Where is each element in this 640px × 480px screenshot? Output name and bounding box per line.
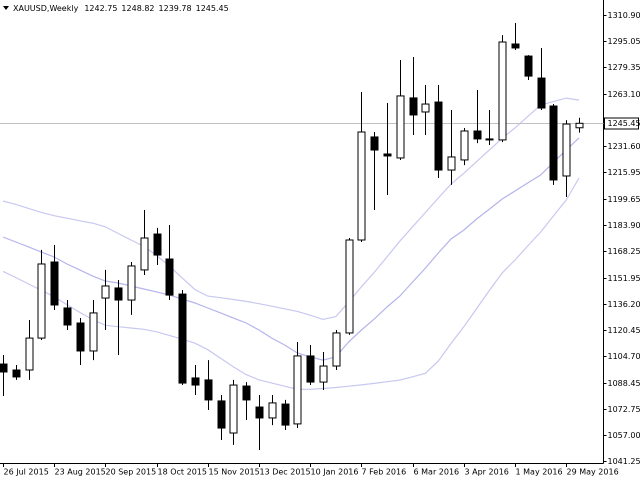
candle-body: [178, 293, 187, 384]
y-tick-label: 1057.00: [608, 431, 640, 440]
candle-body: [537, 77, 546, 109]
x-tick-label: 15 Nov 2015: [209, 468, 260, 477]
x-tick-label: 10 Jan 2016: [311, 468, 359, 477]
y-tick-label: 1231.60: [608, 142, 640, 151]
y-tick-label: 1104.70: [608, 352, 640, 361]
x-tick-label: 18 Oct 2015: [158, 468, 207, 477]
y-tick-label: 1295.05: [608, 37, 640, 46]
candle-body: [140, 237, 149, 271]
candle-body: [460, 130, 469, 161]
x-tick-label: 7 Feb 2016: [362, 468, 407, 477]
candle-body: [434, 101, 443, 171]
candle-body: [575, 122, 584, 129]
candle-body: [37, 263, 46, 339]
candle-body: [229, 384, 238, 434]
candle-body: [191, 377, 200, 386]
header-close: 1245.45: [196, 4, 229, 13]
candle-body: [153, 233, 162, 256]
candle-body: [242, 385, 251, 401]
x-tick-label: 20 Sep 2015: [106, 468, 157, 477]
y-tick-label: 1151.95: [608, 274, 640, 283]
candle-body: [114, 287, 123, 301]
last-price-box: [604, 117, 639, 130]
header-open: 1242.75: [84, 4, 117, 13]
y-tick-label: 1199.65: [608, 195, 640, 204]
band-line: [2, 97, 580, 321]
x-tick-label: 23 Aug 2015: [55, 468, 106, 477]
symbol: XAUUSD,Weekly: [13, 4, 79, 13]
candle-body: [101, 285, 110, 299]
candle-body: [127, 265, 136, 301]
candle-body: [268, 402, 277, 419]
candle-body: [370, 136, 379, 151]
collapse-icon[interactable]: [3, 6, 9, 10]
candle-body: [0, 363, 8, 373]
candle-body: [12, 369, 21, 378]
band-line: [2, 177, 580, 390]
candle-body: [549, 105, 558, 181]
candle-body: [421, 103, 430, 113]
candle-body: [498, 41, 507, 141]
candle-body: [89, 312, 98, 352]
y-tick-label: 1310.90: [608, 11, 640, 20]
last-price-label: 1245.45: [608, 119, 640, 128]
header-high: 1248.82: [121, 4, 154, 13]
candle-body: [76, 322, 85, 352]
candle-body: [447, 156, 456, 171]
candle-body: [396, 95, 405, 159]
y-tick-label: 1120.45: [608, 326, 640, 335]
candle-body: [332, 332, 341, 367]
candle-body: [25, 337, 34, 371]
candle-body: [165, 258, 174, 296]
candle-body: [293, 355, 302, 425]
candle-body: [281, 403, 290, 426]
candle-body: [50, 261, 59, 306]
chart-header: XAUUSD,Weekly 1242.75 1248.82 1239.78 1245.4…: [13, 4, 229, 13]
candle-body: [345, 239, 354, 334]
y-tick-label: 1263.10: [608, 90, 640, 99]
candle-body: [63, 307, 72, 326]
header-low: 1239.78: [159, 4, 192, 13]
y-tick-label: 1072.75: [608, 405, 640, 414]
candle-body: [204, 379, 213, 401]
candle-body: [319, 365, 328, 383]
y-tick-label: 1168.25: [608, 247, 640, 256]
candle-body: [409, 97, 418, 116]
candle-body: [511, 43, 520, 49]
y-tick-label: 1041.25: [608, 457, 640, 466]
candle-body: [306, 355, 315, 383]
x-tick-label: 1 May 2016: [516, 468, 563, 477]
x-tick-label: 3 Apr 2016: [465, 468, 509, 477]
candle-body: [357, 131, 366, 241]
candle-body: [473, 130, 482, 140]
x-tick-label: 6 Mar 2016: [414, 468, 460, 477]
candle-body: [524, 55, 533, 77]
x-tick-label: 29 May 2016: [567, 468, 619, 477]
candle-body: [255, 406, 264, 419]
candle-body: [562, 123, 571, 177]
y-tick-label: 1279.35: [608, 63, 640, 72]
x-tick-label: 26 Jul 2015: [4, 468, 49, 477]
y-tick-label: 1136.20: [608, 300, 640, 309]
band-line: [2, 137, 580, 361]
candle-body: [383, 153, 392, 157]
candle-body: [485, 138, 494, 141]
candle-body: [217, 400, 226, 429]
y-tick-label: 1183.90: [608, 221, 640, 230]
y-tick-label: 1088.45: [608, 379, 640, 388]
y-tick-label: 1215.95: [608, 168, 640, 177]
x-tick-label: 13 Dec 2015: [260, 468, 311, 477]
